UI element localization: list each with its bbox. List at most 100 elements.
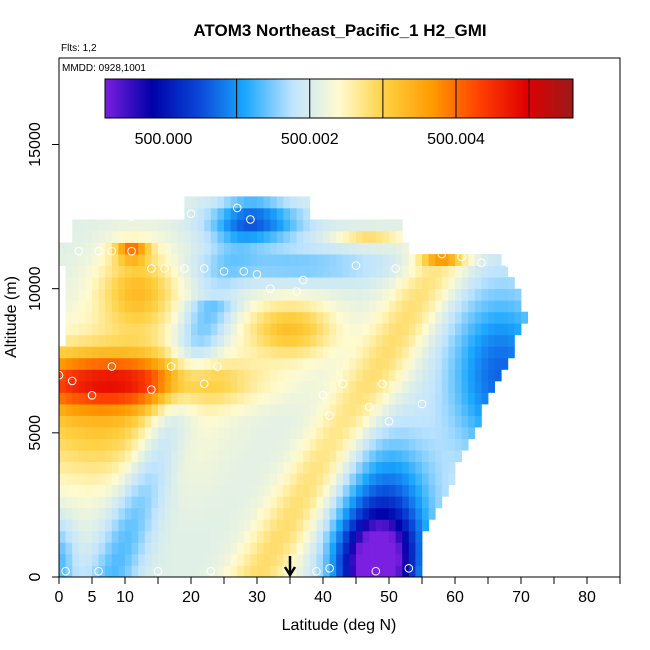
heatmap-cell <box>257 484 264 497</box>
heatmap-cell <box>309 265 317 278</box>
heatmap-cell <box>237 277 245 290</box>
heatmap-cell <box>177 415 185 428</box>
heatmap-cell <box>72 277 80 290</box>
heatmap-cell <box>105 553 113 566</box>
colorbar-tick-labels: 500.000 500.002 500.004 <box>135 131 485 148</box>
heatmap-cell <box>408 519 416 532</box>
heatmap-cell <box>59 242 66 255</box>
heatmap-cell <box>72 334 80 347</box>
heatmap-cell <box>283 265 291 278</box>
heatmap-cell <box>250 461 258 474</box>
heatmap-cell <box>369 288 377 301</box>
heatmap-cell <box>250 334 258 347</box>
heatmap-cell <box>98 473 106 486</box>
heatmap-cell <box>111 542 119 555</box>
heatmap-cell <box>415 311 423 324</box>
heatmap-cell <box>283 380 291 393</box>
sample-point <box>147 264 156 273</box>
heatmap-cell <box>197 357 205 370</box>
heatmap-cell <box>336 461 344 474</box>
heatmap-cell <box>441 427 449 439</box>
heatmap-cell <box>507 311 515 324</box>
heatmap-cell <box>342 334 350 347</box>
heatmap-cell <box>92 404 99 416</box>
heatmap-cell <box>329 530 337 543</box>
heatmap-cell <box>422 277 429 290</box>
heatmap-cell <box>98 542 106 555</box>
heatmap-cell <box>283 254 291 266</box>
heatmap-cell <box>224 438 231 451</box>
sample-point <box>206 566 216 576</box>
heatmap-cell <box>105 484 113 497</box>
heatmap-cell <box>158 357 165 370</box>
heatmap-cell <box>276 507 284 520</box>
heatmap-cell <box>98 461 106 474</box>
heatmap-cell <box>85 450 93 463</box>
heatmap-cell <box>389 542 396 555</box>
heatmap-cell <box>408 288 416 301</box>
heatmap-cell <box>303 415 311 428</box>
heatmap-cell <box>151 219 159 232</box>
heatmap-cell <box>237 311 245 324</box>
heatmap-cell <box>263 219 271 232</box>
heatmap-cell <box>336 542 344 555</box>
heatmap-cell <box>461 265 469 278</box>
heatmap-cell <box>125 484 132 497</box>
heatmap-cell <box>316 484 324 497</box>
heatmap-cell <box>441 277 449 290</box>
heatmap-cell <box>296 392 304 405</box>
heatmap-cell <box>276 334 284 347</box>
heatmap-cell <box>514 288 522 301</box>
heatmap-cell <box>488 254 495 266</box>
heatmap-cell <box>349 553 357 566</box>
heatmap-cell <box>283 392 291 405</box>
heatmap-cell <box>151 565 159 577</box>
heatmap-cell <box>125 542 132 555</box>
heatmap-cell <box>336 265 344 278</box>
heatmap-cell <box>342 265 350 278</box>
heatmap-cell <box>72 427 80 439</box>
heatmap-cell <box>210 542 218 555</box>
heatmap-cell <box>415 346 423 359</box>
heatmap-cell <box>105 323 113 336</box>
heatmap-cell <box>263 542 271 555</box>
heatmap-cell <box>408 473 416 486</box>
heatmap-cell <box>197 484 205 497</box>
heatmap-cell <box>349 242 357 255</box>
heatmap-cell <box>224 553 231 566</box>
heatmap-cell <box>138 323 146 336</box>
heatmap-cell <box>428 311 436 324</box>
heatmap-cell <box>125 357 132 370</box>
heatmap-cell <box>125 323 132 336</box>
heatmap-cell <box>342 254 350 266</box>
heatmap-cell <box>138 300 146 313</box>
heatmap-cell <box>448 357 456 370</box>
heatmap-cell <box>342 542 350 555</box>
heatmap-cell <box>131 242 139 255</box>
heatmap-cell <box>389 254 396 266</box>
heatmap-cell <box>98 254 106 266</box>
heatmap-cell <box>158 553 165 566</box>
heatmap-cell <box>217 207 225 220</box>
heatmap-cell <box>402 357 410 370</box>
heatmap-cell <box>158 484 165 497</box>
heatmap-cell <box>171 415 179 428</box>
heatmap-cell <box>382 473 390 486</box>
heatmap-cell <box>309 277 317 290</box>
heatmap-cell <box>323 565 330 577</box>
heatmap-cell <box>415 542 423 555</box>
heatmap-cell <box>257 438 264 451</box>
heatmap-cell <box>237 196 245 209</box>
heatmap-cell <box>408 507 416 520</box>
heatmap-cell <box>309 404 317 416</box>
heatmap-cell <box>111 219 119 232</box>
heatmap-cell <box>349 380 357 393</box>
heatmap-cell <box>270 565 278 577</box>
heatmap-cell <box>488 311 495 324</box>
heatmap-cell <box>356 254 363 266</box>
heatmap-cell <box>144 265 152 278</box>
heatmap-cell <box>468 380 476 393</box>
y-tick-label: 5000 <box>27 415 44 451</box>
heatmap-cell <box>59 380 66 393</box>
heatmap-cell <box>408 311 416 324</box>
